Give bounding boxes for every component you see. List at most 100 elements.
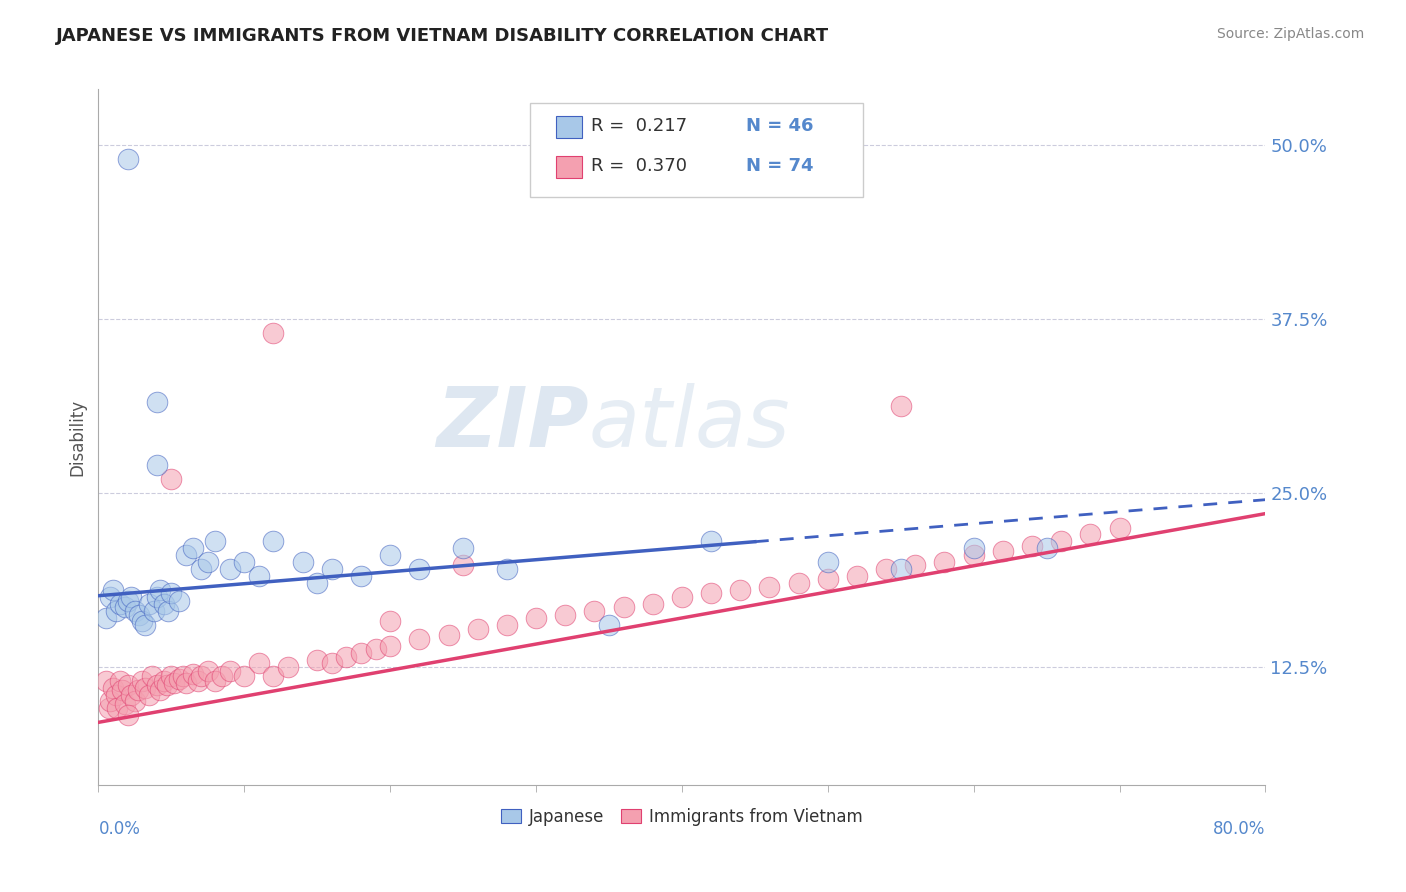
Point xyxy=(138,597,160,611)
Point xyxy=(187,673,209,688)
Point xyxy=(817,572,839,586)
Point xyxy=(114,599,136,614)
Point xyxy=(700,534,723,549)
Point xyxy=(321,562,343,576)
Point xyxy=(218,562,240,576)
Point xyxy=(146,678,169,692)
Point xyxy=(904,558,927,573)
Point xyxy=(160,669,183,683)
Point xyxy=(181,666,204,681)
Point xyxy=(335,649,357,664)
Text: N = 74: N = 74 xyxy=(747,157,814,176)
Point xyxy=(467,622,489,636)
Point xyxy=(117,594,139,608)
Point xyxy=(101,583,124,598)
Point xyxy=(197,555,219,569)
Point xyxy=(787,576,810,591)
Point xyxy=(1035,541,1057,556)
Point xyxy=(153,673,176,688)
Point xyxy=(114,698,136,712)
Point xyxy=(1050,534,1073,549)
Point xyxy=(174,676,197,690)
Point xyxy=(131,673,153,688)
Point xyxy=(149,683,172,698)
Text: JAPANESE VS IMMIGRANTS FROM VIETNAM DISABILITY CORRELATION CHART: JAPANESE VS IMMIGRANTS FROM VIETNAM DISA… xyxy=(56,27,830,45)
Point xyxy=(146,590,169,604)
Point xyxy=(496,562,519,576)
Point xyxy=(211,669,233,683)
FancyBboxPatch shape xyxy=(555,116,582,138)
Point xyxy=(934,555,956,569)
Point xyxy=(142,604,165,618)
Point xyxy=(350,569,373,583)
Text: 0.0%: 0.0% xyxy=(98,820,141,838)
Point xyxy=(612,599,634,614)
Point xyxy=(128,608,150,623)
Point xyxy=(131,614,153,628)
Point xyxy=(101,681,124,695)
Point xyxy=(496,618,519,632)
Text: Source: ZipAtlas.com: Source: ZipAtlas.com xyxy=(1216,27,1364,41)
Point xyxy=(120,590,142,604)
Point xyxy=(117,152,139,166)
Point xyxy=(307,576,329,591)
Point xyxy=(247,569,270,583)
Point xyxy=(190,669,212,683)
Point xyxy=(408,632,430,646)
Text: R =  0.217: R = 0.217 xyxy=(591,117,688,135)
Point xyxy=(233,555,256,569)
Point xyxy=(160,472,183,486)
Point xyxy=(350,646,373,660)
Point xyxy=(105,701,128,715)
Point xyxy=(583,604,606,618)
Point xyxy=(437,628,460,642)
Point xyxy=(117,708,139,723)
Point xyxy=(758,580,780,594)
Text: atlas: atlas xyxy=(589,383,790,464)
Point xyxy=(120,688,142,702)
Point xyxy=(598,618,620,632)
Point xyxy=(110,597,132,611)
Point xyxy=(1108,520,1130,534)
Text: ZIP: ZIP xyxy=(436,383,589,464)
Point xyxy=(380,639,402,653)
Point xyxy=(291,555,314,569)
Point xyxy=(146,458,169,472)
Point xyxy=(671,590,693,604)
Point xyxy=(124,604,146,618)
Point xyxy=(174,549,197,563)
Point xyxy=(554,608,576,623)
Point xyxy=(134,618,156,632)
Point xyxy=(141,669,163,683)
Point xyxy=(700,586,723,600)
Point xyxy=(262,669,284,683)
Point xyxy=(218,664,240,678)
Point xyxy=(190,562,212,576)
Point xyxy=(163,676,186,690)
Point xyxy=(160,586,183,600)
Point xyxy=(890,400,912,414)
Point xyxy=(167,594,190,608)
Point xyxy=(146,395,169,409)
Point xyxy=(890,562,912,576)
Point xyxy=(197,664,219,678)
Point xyxy=(94,611,117,625)
Point xyxy=(104,604,127,618)
Point xyxy=(962,549,984,563)
Point xyxy=(104,688,127,702)
Point xyxy=(110,673,132,688)
Point xyxy=(641,597,664,611)
Y-axis label: Disability: Disability xyxy=(69,399,87,475)
Point xyxy=(817,555,839,569)
Point xyxy=(262,326,284,340)
Point xyxy=(364,641,387,656)
Point xyxy=(875,562,897,576)
Point xyxy=(157,604,180,618)
Point xyxy=(321,656,343,670)
Point xyxy=(262,534,284,549)
Point xyxy=(408,562,430,576)
Point xyxy=(117,678,139,692)
Point xyxy=(111,683,134,698)
Point xyxy=(172,669,194,683)
Point xyxy=(204,673,226,688)
